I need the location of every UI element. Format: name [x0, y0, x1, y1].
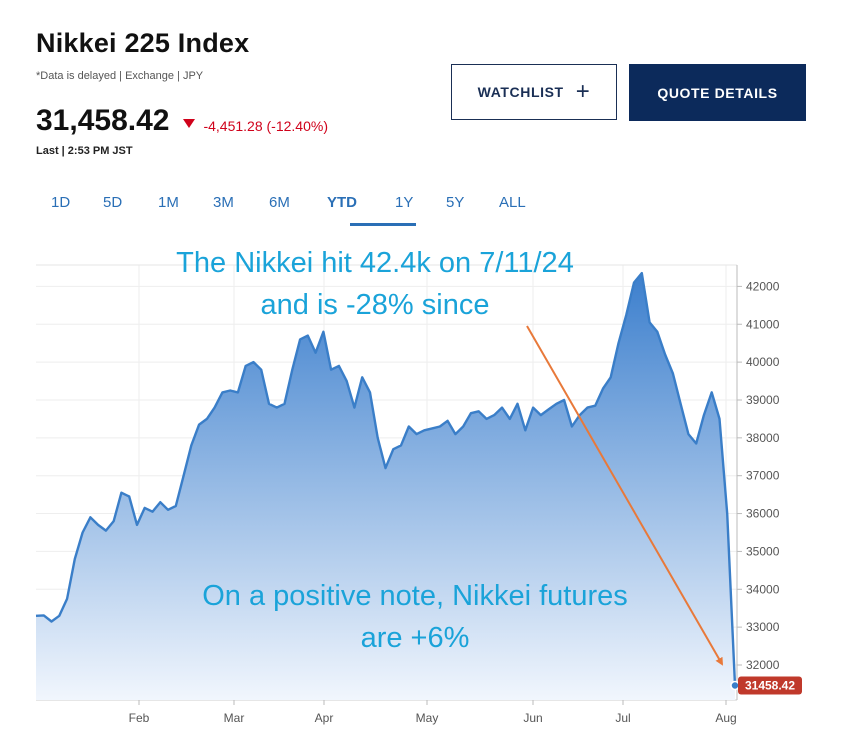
plus-icon: +	[575, 78, 591, 105]
x-tick-label-4: Jun	[523, 711, 542, 725]
tab-1d[interactable]: 1D	[51, 194, 71, 211]
down-triangle-icon	[183, 119, 196, 128]
quote-details-button[interactable]: QUOTE DETAILS	[629, 64, 806, 121]
last-value-marker: 31458.42	[730, 676, 802, 695]
tab-3m[interactable]: 3M	[213, 194, 234, 211]
annotation-bottom-line1: On a positive note, Nikkei futures	[202, 580, 628, 612]
y-tick-label-6: 38000	[746, 431, 780, 445]
active-tab-underline	[350, 223, 416, 226]
x-tick-label-3: May	[416, 711, 439, 725]
watchlist-button[interactable]: WATCHLIST +	[451, 64, 617, 120]
price-change: -4,451.28 (-12.40%)	[183, 118, 328, 134]
annotation-top-line1: The Nikkei hit 42.4k on 7/11/24	[176, 247, 574, 279]
price-line	[35, 271, 737, 686]
data-delay-note: *Data is delayed | Exchange | JPY	[36, 70, 204, 82]
last-price: 31,458.42	[36, 104, 170, 137]
y-tick-label-0: 32000	[746, 658, 780, 672]
y-tick-label-9: 41000	[746, 317, 780, 331]
y-tick-label-5: 37000	[746, 469, 780, 483]
y-tick-label-2: 34000	[746, 582, 780, 596]
tab-5d[interactable]: 5D	[103, 194, 123, 211]
price-chart[interactable]: 32000 33000 34000 35000 36000 37000 38000 39000…	[0, 230, 855, 751]
x-axis-ticks: Feb Mar Apr May Jun Jul Aug	[129, 700, 737, 725]
y-tick-label-8: 40000	[746, 355, 780, 369]
y-tick-label-7: 39000	[746, 393, 780, 407]
y-tick-label-10: 42000	[746, 279, 780, 293]
last-value-label: 31458.42	[745, 679, 795, 693]
price-row: 31,458.42 -4,451.28 (-12.40%)	[36, 104, 328, 138]
annotation-bottom: On a positive note, Nikkei futures are +…	[140, 575, 690, 659]
tab-6m[interactable]: 6M	[269, 194, 290, 211]
x-tick-label-6: Aug	[715, 711, 736, 725]
page-title: Nikkei 225 Index	[36, 28, 250, 58]
tab-ytd[interactable]: YTD	[327, 194, 357, 211]
tab-1m[interactable]: 1M	[158, 194, 179, 211]
last-updated: Last | 2:53 PM JST	[36, 145, 133, 157]
tab-all[interactable]: ALL	[499, 194, 526, 211]
annotation-arrow	[526, 325, 723, 666]
price-change-value: -4,451.28 (-12.40%)	[203, 117, 328, 134]
watchlist-label: WATCHLIST	[477, 84, 564, 100]
quote-details-label: QUOTE DETAILS	[657, 84, 778, 101]
tab-1y[interactable]: 1Y	[395, 194, 414, 211]
annotation-bottom-line2: are +6%	[360, 622, 470, 654]
y-axis-ticks: 32000 33000 34000 35000 36000 37000 38000 39000…	[737, 279, 780, 672]
annotation-top: The Nikkei hit 42.4k on 7/11/24 and is -…	[110, 242, 640, 326]
x-tick-label-1: Mar	[224, 711, 245, 725]
x-tick-label-5: Jul	[615, 711, 630, 725]
price-area-fill	[36, 273, 735, 700]
x-tick-label-0: Feb	[129, 711, 150, 725]
x-tick-label-2: Apr	[315, 711, 334, 725]
y-tick-label-1: 33000	[746, 620, 780, 634]
y-tick-label-3: 35000	[746, 544, 780, 558]
last-value-dot	[730, 680, 740, 691]
annotation-top-line2: and is -28% since	[260, 289, 490, 321]
y-tick-label-4: 36000	[746, 507, 780, 521]
tab-5y[interactable]: 5Y	[446, 194, 465, 211]
last-value-badge	[738, 676, 802, 695]
